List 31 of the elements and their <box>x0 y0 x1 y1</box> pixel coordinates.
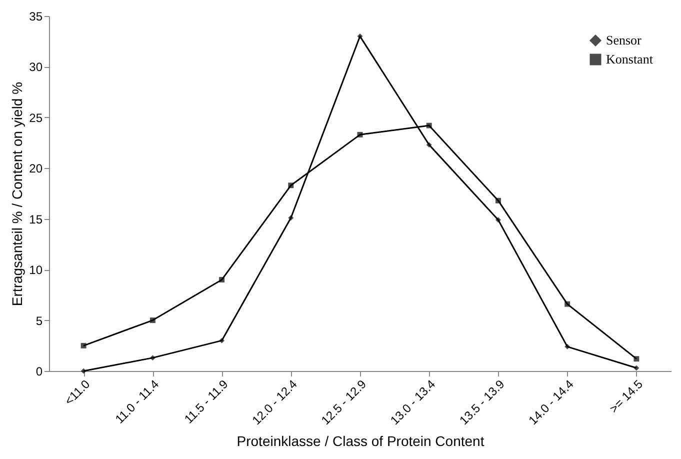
point <box>288 182 294 188</box>
point <box>564 344 570 350</box>
y-tick-label: 35 <box>29 10 43 24</box>
point <box>150 318 156 324</box>
point <box>80 368 86 374</box>
y-tick-label: 20 <box>29 162 43 176</box>
point <box>426 142 432 148</box>
point <box>426 122 432 128</box>
point <box>564 301 570 307</box>
point <box>219 276 225 282</box>
y-tick-label: 0 <box>36 364 43 378</box>
y-tick-label: 30 <box>29 60 43 74</box>
legend-label: Konstant <box>606 52 654 66</box>
point <box>357 34 363 40</box>
point <box>288 215 294 221</box>
y-tick-label: 5 <box>36 314 43 328</box>
x-axis-title: Proteinklasse / Class of Protein Content <box>236 432 484 449</box>
y-tick-label: 25 <box>29 110 43 125</box>
y-axis-title: Ertragsanteil % / Content on yield % <box>9 82 26 306</box>
legend-label: Sensor <box>606 32 642 48</box>
y-tick-label: 15 <box>29 212 43 226</box>
y-tick-label: 10 <box>29 263 43 278</box>
point <box>219 338 225 344</box>
point <box>495 198 501 204</box>
point <box>357 132 363 138</box>
point <box>150 355 156 361</box>
point <box>634 365 640 371</box>
point <box>634 356 640 362</box>
x-tick-label: 11.0 - 11.4 <box>112 376 162 426</box>
point <box>80 342 86 348</box>
point <box>495 217 501 223</box>
